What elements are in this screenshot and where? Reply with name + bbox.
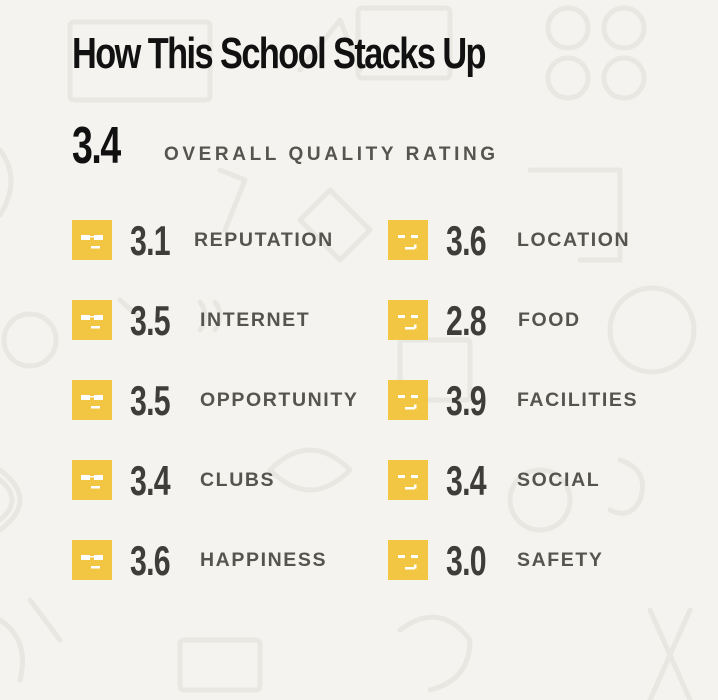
sunglasses-face-icon bbox=[72, 220, 112, 260]
rating-category: CLUBS bbox=[200, 469, 276, 491]
sunglasses-face-icon bbox=[72, 540, 112, 580]
sunglasses-face-icon bbox=[72, 300, 112, 340]
ratings-grid: 3.1 REPUTATION 3.6 LOCATION 3.5 INTERNET bbox=[72, 218, 692, 598]
sunglasses-face-icon bbox=[72, 380, 112, 420]
rating-score: 3.4 bbox=[446, 457, 487, 504]
rating-item-happiness: 3.6 HAPPINESS bbox=[72, 538, 372, 582]
rating-score: 3.6 bbox=[446, 217, 487, 264]
rating-category: LOCATION bbox=[517, 229, 631, 251]
rating-category: OPPORTUNITY bbox=[200, 389, 359, 411]
smirk-face-icon bbox=[388, 300, 428, 340]
rating-category: SAFETY bbox=[517, 549, 604, 571]
rating-item-facilities: 3.9 FACILITIES bbox=[388, 378, 688, 422]
rating-item-food: 2.8 FOOD bbox=[388, 298, 688, 342]
rating-item-opportunity: 3.5 OPPORTUNITY bbox=[72, 378, 372, 422]
overall-label: OVERALL QUALITY RATING bbox=[164, 144, 499, 165]
rating-category: FOOD bbox=[518, 309, 581, 331]
rating-category: SOCIAL bbox=[517, 469, 601, 491]
rating-item-safety: 3.0 SAFETY bbox=[388, 538, 688, 582]
smirk-face-icon bbox=[388, 380, 428, 420]
overall-score: 3.4 bbox=[72, 117, 121, 175]
rating-item-location: 3.6 LOCATION bbox=[388, 218, 688, 262]
rating-item-reputation: 3.1 REPUTATION bbox=[72, 218, 372, 262]
rating-score: 3.5 bbox=[130, 297, 171, 344]
sunglasses-face-icon bbox=[72, 460, 112, 500]
smirk-face-icon bbox=[388, 540, 428, 580]
rating-score: 3.6 bbox=[130, 537, 171, 584]
rating-category: HAPPINESS bbox=[200, 549, 328, 571]
smirk-face-icon bbox=[388, 460, 428, 500]
rating-score: 3.9 bbox=[446, 377, 487, 424]
rating-score: 2.8 bbox=[446, 297, 487, 344]
smirk-face-icon bbox=[388, 220, 428, 260]
rating-item-clubs: 3.4 CLUBS bbox=[72, 458, 372, 502]
rating-category: INTERNET bbox=[200, 309, 311, 331]
rating-category: REPUTATION bbox=[194, 229, 334, 251]
page-title: How This School Stacks Up bbox=[72, 29, 487, 78]
rating-score: 3.0 bbox=[446, 537, 487, 584]
rating-item-social: 3.4 SOCIAL bbox=[388, 458, 688, 502]
rating-category: FACILITIES bbox=[517, 389, 639, 411]
rating-score: 3.5 bbox=[130, 377, 171, 424]
rating-item-internet: 3.5 INTERNET bbox=[72, 298, 372, 342]
rating-score: 3.1 bbox=[130, 217, 171, 264]
rating-score: 3.4 bbox=[130, 457, 171, 504]
